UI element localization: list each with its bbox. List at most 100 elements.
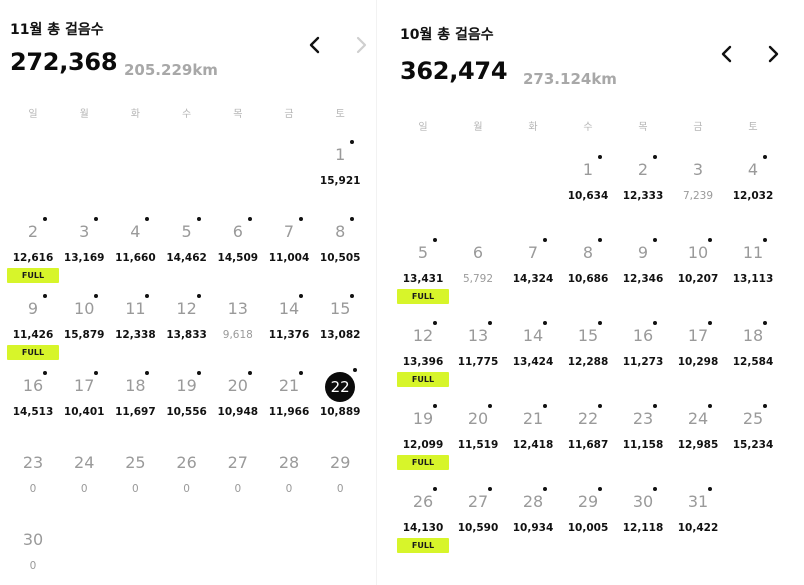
step-count: 12,118 (622, 522, 664, 534)
step-count: 10,207 (677, 273, 719, 285)
day-number: 16 (632, 326, 654, 345)
step-count: 10,686 (567, 273, 609, 285)
day-number: 3 (692, 160, 704, 179)
prev-month-button[interactable] (304, 34, 326, 56)
step-count: 12,338 (115, 329, 156, 341)
activity-dot (299, 217, 303, 221)
activity-dot (543, 321, 547, 325)
activity-dot (763, 321, 767, 325)
activity-dot (488, 404, 492, 408)
activity-dot (708, 238, 712, 242)
activity-dot (598, 155, 602, 159)
month-title: 11월 총 걸음수 (10, 22, 104, 38)
step-count: 11,426 (12, 329, 54, 341)
activity-dot (708, 487, 712, 491)
step-count: 11,697 (115, 406, 156, 418)
next-month-button[interactable] (350, 34, 372, 56)
panel-divider (376, 0, 377, 585)
day-number: 2 (27, 222, 39, 241)
day-number: 6 (232, 222, 243, 241)
day-number: 24 (687, 409, 709, 428)
weekday-label: 화 (528, 122, 538, 133)
weekday-label: 목 (638, 122, 648, 133)
day-number: 13 (467, 326, 489, 345)
step-count: 10,948 (217, 406, 259, 418)
step-count: 12,346 (622, 273, 664, 285)
next-month-button[interactable] (762, 43, 784, 65)
day-number: 26 (176, 453, 197, 472)
total-distance: 205.229km (124, 61, 218, 79)
activity-dot (598, 238, 602, 242)
step-count: 0 (80, 483, 88, 495)
activity-dot (94, 217, 99, 221)
day-number: 25 (125, 453, 146, 472)
activity-dot (433, 238, 437, 242)
step-count: 0 (183, 483, 190, 495)
step-count: 12,418 (512, 439, 554, 451)
step-count: 0 (285, 483, 293, 495)
step-count: 13,082 (319, 329, 361, 341)
day-number: 10 (687, 243, 709, 262)
prev-month-button[interactable] (716, 43, 738, 65)
day-number: 20 (227, 376, 248, 395)
full-badge: FULL (7, 268, 59, 283)
total-distance: 273.124km (523, 70, 617, 88)
day-number: 4 (747, 160, 759, 179)
step-count: 13,424 (512, 356, 554, 368)
total-steps: 362,474 (400, 57, 508, 85)
activity-dot (433, 404, 437, 408)
step-count: 10,005 (567, 522, 609, 534)
step-count: 13,113 (732, 273, 774, 285)
activity-dot (145, 294, 150, 298)
day-number: 8 (335, 222, 346, 241)
day-number: 11 (125, 299, 146, 318)
day-number: 29 (577, 492, 599, 511)
step-count: 12,616 (12, 252, 54, 264)
full-badge: FULL (397, 372, 449, 387)
day-number: 5 (181, 222, 192, 241)
activity-dot (653, 487, 657, 491)
day-number: 1 (335, 145, 346, 164)
today-marker: 22 (325, 372, 356, 402)
day-number: 12 (412, 326, 434, 345)
weekday-label: 토 (335, 109, 345, 120)
weekday-label: 수 (583, 122, 593, 133)
activity-dot (433, 487, 437, 491)
chevron-right-icon (768, 45, 779, 63)
day-number: 14 (522, 326, 544, 345)
day-number: 21 (522, 409, 544, 428)
activity-dot (247, 371, 252, 375)
day-number: 15 (577, 326, 599, 345)
activity-dot (299, 294, 303, 298)
step-count: 15,921 (319, 175, 361, 187)
step-count: 10,934 (512, 522, 554, 534)
day-number: 26 (412, 492, 434, 511)
full-badge: FULL (397, 455, 449, 470)
step-count: 11,158 (622, 439, 664, 451)
weekday-label: 화 (130, 109, 140, 120)
day-number: 19 (412, 409, 434, 428)
chevron-left-icon (721, 45, 732, 63)
step-count: 13,431 (402, 273, 444, 285)
step-count: 10,889 (319, 406, 361, 418)
step-count: 11,966 (268, 406, 310, 418)
step-count: 13,396 (402, 356, 444, 368)
activity-dot (350, 294, 355, 298)
day-number: 2 (637, 160, 649, 179)
chevron-right-icon (356, 36, 367, 54)
activity-dot (145, 371, 150, 375)
activity-dot (43, 371, 47, 375)
step-count: 0 (29, 560, 37, 572)
day-number: 28 (522, 492, 544, 511)
total-steps: 272,368 (10, 48, 118, 76)
activity-dot (350, 140, 355, 144)
day-number: 23 (22, 453, 44, 472)
step-count: 14,130 (402, 522, 444, 534)
full-badge: FULL (397, 538, 449, 553)
weekday-label: 금 (284, 109, 294, 120)
step-count: 10,298 (677, 356, 719, 368)
weekday-label: 토 (748, 122, 758, 133)
day-number: 28 (278, 453, 300, 472)
weekday-label: 일 (28, 109, 38, 120)
activity-dot (299, 371, 303, 375)
